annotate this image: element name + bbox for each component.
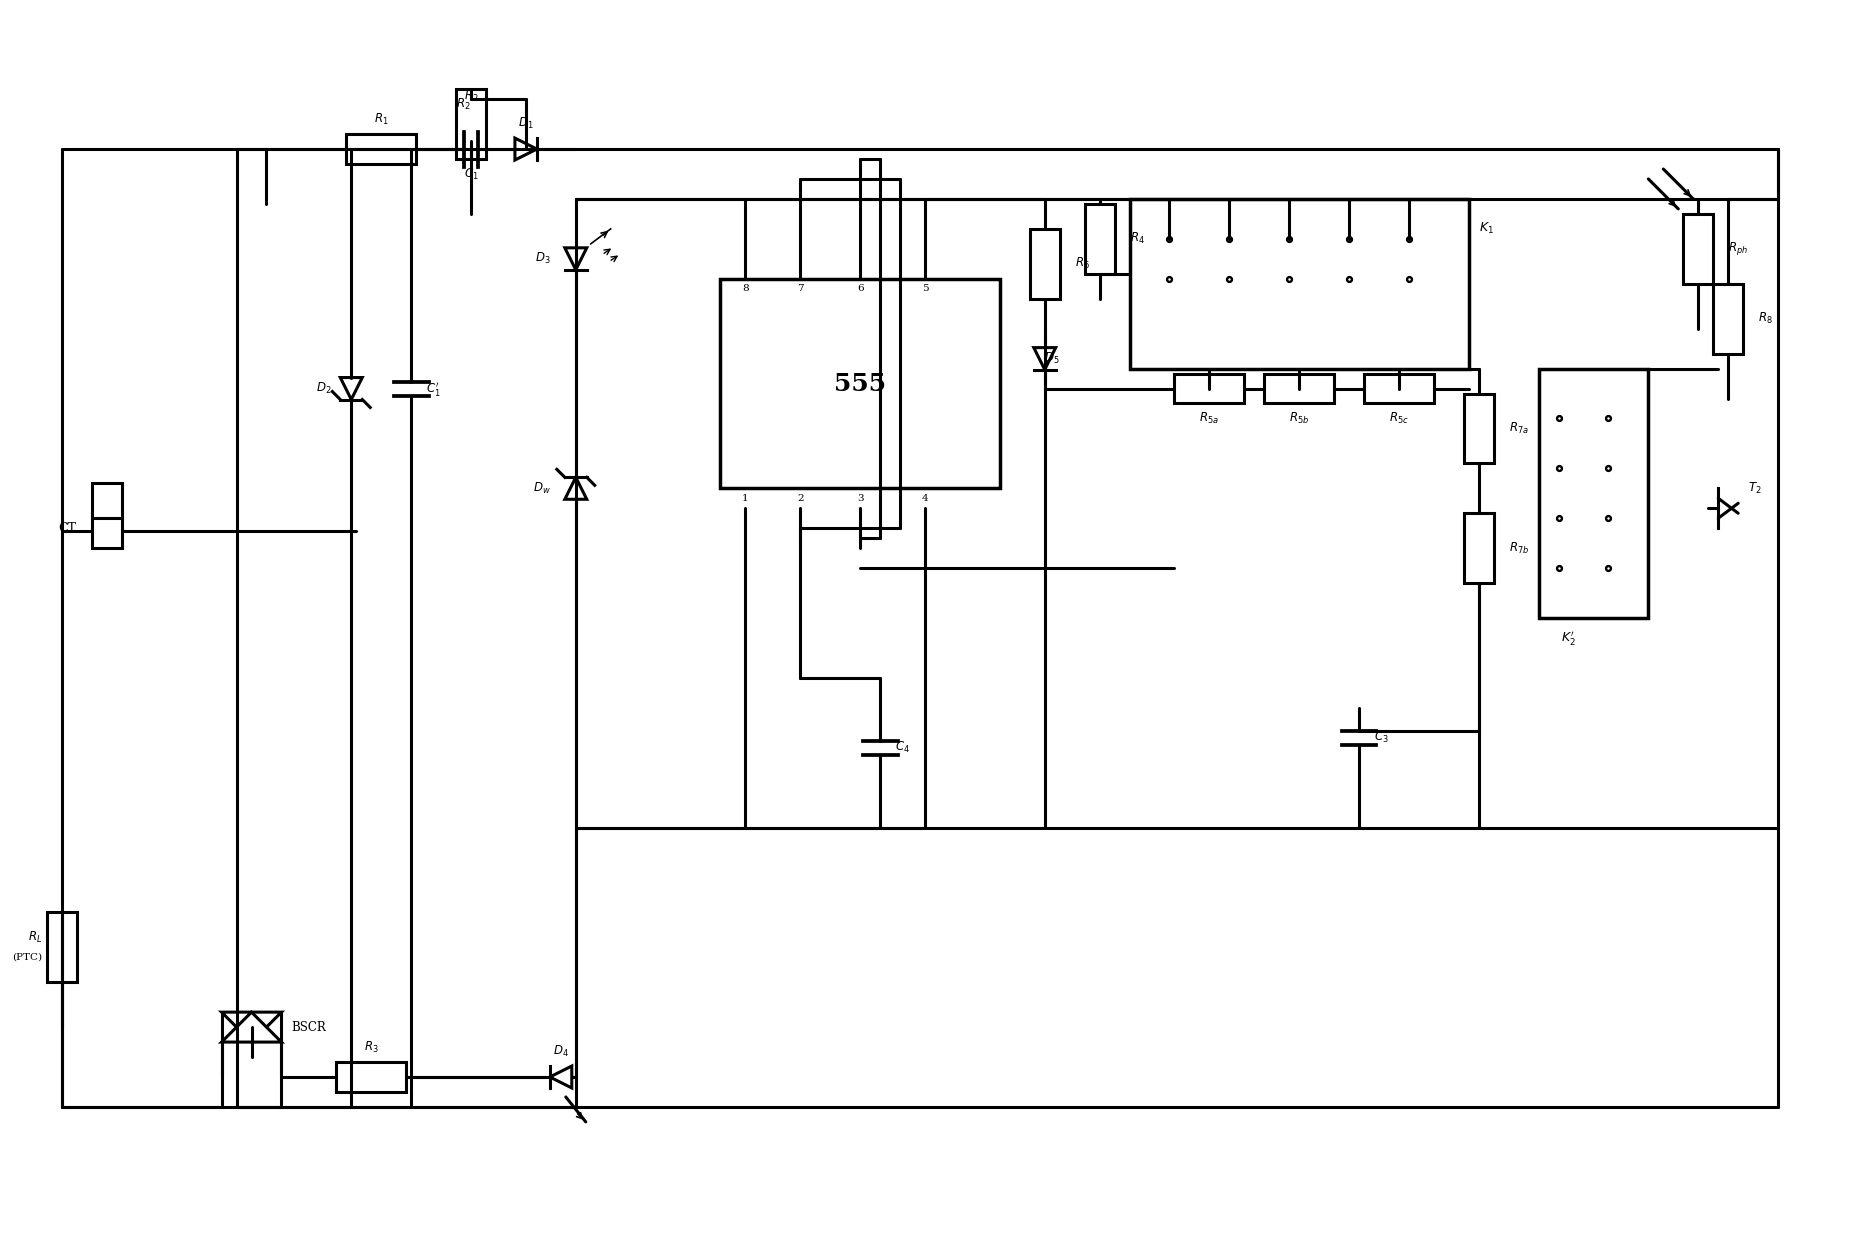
Text: $R_8$: $R_8$ bbox=[1757, 311, 1772, 326]
Text: $T_2$: $T_2$ bbox=[1747, 480, 1760, 495]
Text: $D_2$: $D_2$ bbox=[315, 381, 332, 396]
Text: CT: CT bbox=[58, 522, 76, 534]
Text: 6: 6 bbox=[857, 285, 863, 293]
Bar bbox=[1030, 228, 1059, 298]
Bar bbox=[1083, 203, 1115, 273]
Text: $R_{5a}$: $R_{5a}$ bbox=[1198, 411, 1219, 426]
Polygon shape bbox=[564, 248, 586, 270]
Text: $D_w$: $D_w$ bbox=[532, 480, 551, 495]
Text: $C_3$: $C_3$ bbox=[1373, 730, 1388, 745]
Bar bbox=[1464, 513, 1493, 583]
Text: 2: 2 bbox=[796, 494, 803, 503]
Text: BSCR: BSCR bbox=[291, 1021, 326, 1033]
Text: $D_3$: $D_3$ bbox=[534, 251, 551, 266]
Text: $R_{5c}$: $R_{5c}$ bbox=[1388, 411, 1408, 426]
Text: $K_1$: $K_1$ bbox=[1478, 221, 1493, 236]
Polygon shape bbox=[549, 1066, 571, 1088]
Text: (PTC): (PTC) bbox=[11, 952, 43, 962]
Text: $R_2$: $R_2$ bbox=[456, 96, 471, 112]
Bar bbox=[1174, 373, 1243, 403]
Bar bbox=[720, 278, 1000, 488]
Text: $C_4$: $C_4$ bbox=[894, 740, 909, 755]
Bar bbox=[1464, 393, 1493, 463]
Bar bbox=[1363, 373, 1434, 403]
Text: $K_2'$: $K_2'$ bbox=[1560, 629, 1575, 646]
Text: $D_4$: $D_4$ bbox=[553, 1043, 568, 1058]
Bar bbox=[46, 912, 76, 982]
Text: $R_{7a}$: $R_{7a}$ bbox=[1508, 421, 1529, 436]
Text: 1: 1 bbox=[742, 494, 748, 503]
Polygon shape bbox=[564, 477, 586, 499]
Polygon shape bbox=[221, 1012, 282, 1042]
Text: $R_1$: $R_1$ bbox=[373, 111, 388, 127]
Bar bbox=[1263, 373, 1334, 403]
Text: $R_{7b}$: $R_{7b}$ bbox=[1508, 540, 1529, 555]
Text: $R_{ph}$: $R_{ph}$ bbox=[1727, 241, 1747, 257]
Text: $C_1'$: $C_1'$ bbox=[427, 379, 441, 398]
Text: $R_2$: $R_2$ bbox=[464, 89, 479, 104]
Text: 555: 555 bbox=[833, 372, 885, 396]
Text: $D_5$: $D_5$ bbox=[1044, 351, 1059, 366]
Text: 8: 8 bbox=[742, 285, 748, 293]
Bar bbox=[1130, 198, 1467, 368]
Bar bbox=[91, 483, 122, 518]
Text: 7: 7 bbox=[796, 285, 803, 293]
Text: $R_L$: $R_L$ bbox=[28, 930, 43, 945]
Text: $R_4$: $R_4$ bbox=[1130, 231, 1145, 246]
Bar bbox=[1682, 213, 1712, 283]
Polygon shape bbox=[514, 139, 536, 160]
Text: 5: 5 bbox=[922, 285, 928, 293]
Text: $C_1$: $C_1$ bbox=[464, 166, 479, 181]
Bar bbox=[1712, 283, 1742, 353]
Polygon shape bbox=[1033, 348, 1055, 369]
Text: 3: 3 bbox=[857, 494, 863, 503]
Text: 4: 4 bbox=[922, 494, 928, 503]
Bar bbox=[456, 89, 486, 158]
Text: $R_6$: $R_6$ bbox=[1074, 256, 1089, 271]
Text: $R_3$: $R_3$ bbox=[364, 1040, 378, 1055]
Text: $D_1$: $D_1$ bbox=[518, 116, 534, 131]
Polygon shape bbox=[339, 378, 362, 399]
Bar bbox=[336, 1062, 406, 1092]
Polygon shape bbox=[221, 1012, 282, 1042]
Bar bbox=[91, 513, 122, 548]
Bar bbox=[1538, 368, 1647, 618]
Bar bbox=[347, 134, 416, 163]
Text: $R_{5b}$: $R_{5b}$ bbox=[1289, 411, 1308, 426]
